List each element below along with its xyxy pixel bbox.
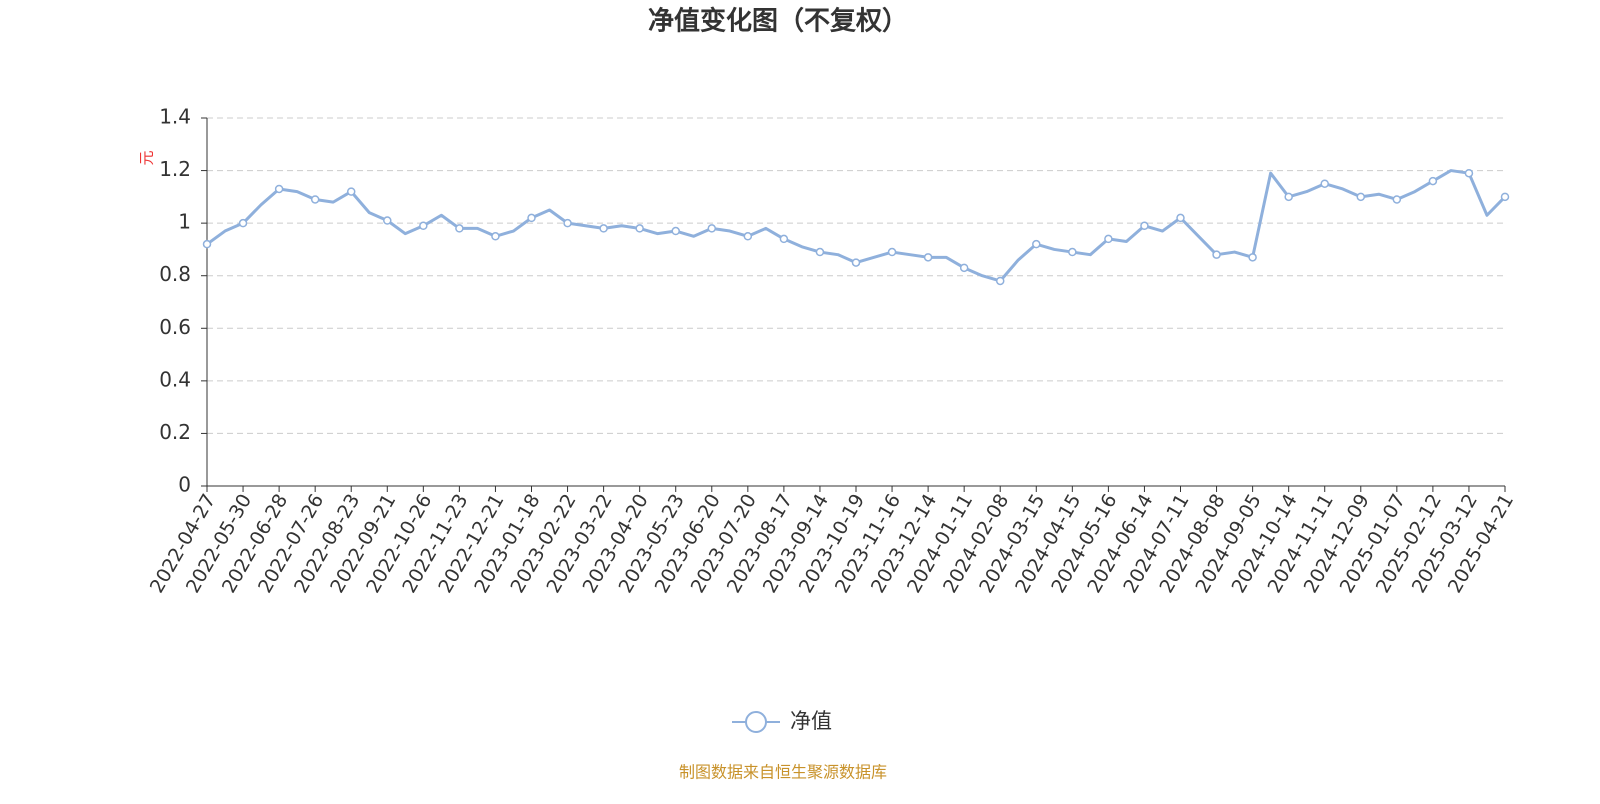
point bbox=[274, 184, 284, 194]
point bbox=[1428, 176, 1438, 186]
point bbox=[1320, 179, 1329, 188]
point bbox=[1500, 192, 1510, 202]
point bbox=[1032, 239, 1041, 249]
point bbox=[671, 226, 680, 236]
point bbox=[346, 187, 356, 196]
y-tick-label: 1 bbox=[178, 210, 191, 234]
point bbox=[1356, 192, 1366, 202]
point bbox=[995, 276, 1005, 286]
point bbox=[383, 216, 392, 225]
y-tick-label: 1.4 bbox=[159, 105, 191, 129]
point bbox=[455, 224, 464, 233]
point bbox=[1176, 213, 1185, 223]
point bbox=[419, 221, 428, 231]
source-note: 制图数据来自恒生聚源数据库 bbox=[679, 763, 887, 782]
point bbox=[1104, 234, 1113, 244]
point bbox=[1140, 221, 1149, 231]
point bbox=[1248, 253, 1257, 262]
point bbox=[923, 253, 933, 262]
point bbox=[887, 247, 897, 257]
point bbox=[1212, 250, 1221, 259]
chart-title: 净值变化图（不复权） bbox=[648, 6, 908, 37]
legend-marker bbox=[745, 711, 767, 733]
y-tick-label: 0.2 bbox=[159, 420, 191, 444]
y-tick-label: 0.8 bbox=[159, 262, 191, 286]
point bbox=[743, 232, 753, 241]
y-tick-label: 1.2 bbox=[159, 157, 191, 181]
point bbox=[527, 213, 536, 223]
point bbox=[1464, 168, 1474, 178]
point bbox=[1392, 195, 1402, 204]
y-tick-label: 0 bbox=[178, 473, 191, 497]
point bbox=[707, 224, 717, 233]
y-tick-label: 0.6 bbox=[159, 315, 191, 339]
point bbox=[1284, 192, 1293, 202]
point bbox=[815, 247, 825, 257]
point bbox=[635, 224, 644, 233]
y-unit: 元 bbox=[138, 150, 156, 165]
point bbox=[779, 234, 789, 244]
point bbox=[599, 224, 608, 233]
point bbox=[202, 239, 212, 249]
point bbox=[310, 195, 320, 204]
legend-label: 净值 bbox=[790, 709, 832, 733]
y-tick-label: 0.4 bbox=[159, 367, 191, 391]
point bbox=[563, 218, 572, 228]
point bbox=[1068, 247, 1077, 257]
point bbox=[959, 263, 969, 273]
point bbox=[238, 218, 248, 228]
point bbox=[851, 258, 861, 267]
point bbox=[491, 232, 500, 241]
